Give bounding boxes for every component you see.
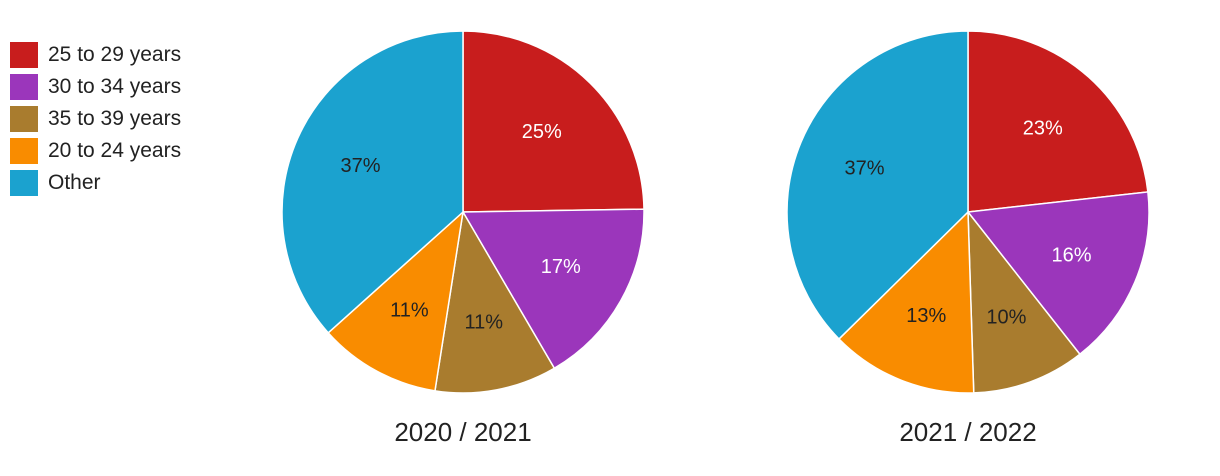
legend: 25 to 29 years 30 to 34 years 35 to 39 yea… [10, 39, 181, 199]
slice-label-20-to-24-years: 11% [390, 300, 429, 322]
slice-label-25-to-29-years: 23% [1023, 117, 1063, 139]
pie-slice-25-to-29-years [462, 30, 645, 213]
slice-label-25-to-29-years: 25% [522, 121, 562, 143]
legend-item-other: Other [10, 167, 181, 199]
slice-label-30-to-34-years: 16% [1051, 244, 1091, 266]
pie-slice-30-to-34-years [966, 191, 1150, 356]
pie-title: 2020 / 2021 [394, 417, 531, 447]
pie-title: 2021 / 2022 [899, 417, 1036, 447]
legend-item-35-to-39-years: 35 to 39 years [10, 103, 181, 135]
slice-label-35-to-39-years: 11% [465, 311, 504, 333]
slice-label-30-to-34-years: 17% [541, 256, 581, 278]
pie-slice-other [281, 30, 464, 334]
pie-1: 25% 17% 11% 11% 37% 2020 / 2021 [281, 30, 645, 447]
pie-slice-other [786, 30, 969, 341]
pie-slice-20-to-24-years [327, 210, 465, 392]
slice-label-35-to-39-years: 10% [986, 306, 1026, 328]
slice-label-other: 37% [844, 158, 884, 180]
legend-label: Other [48, 171, 101, 194]
legend-label: 25 to 29 years [48, 43, 182, 66]
pie-slice-25-to-29-years [967, 30, 1149, 213]
legend-swatch [10, 170, 38, 196]
pie-slice-35-to-39-years [967, 209, 1081, 394]
legend-item-25-to-29-years: 25 to 29 years [10, 39, 181, 71]
legend-label: 30 to 34 years [48, 75, 182, 98]
pie-slice-20-to-24-years [837, 210, 975, 394]
legend-swatch [10, 42, 38, 68]
slice-label-other: 37% [341, 155, 381, 177]
legend-swatch [10, 138, 38, 164]
legend-swatch [10, 74, 38, 100]
legend-item-20-to-24-years: 20 to 24 years [10, 135, 181, 167]
slice-label-20-to-24-years: 13% [906, 305, 946, 327]
legend-label: 20 to 24 years [48, 139, 182, 162]
legend-swatch [10, 106, 38, 132]
pie-slice-35-to-39-years [434, 209, 556, 394]
pie-slice-30-to-34-years [461, 208, 645, 370]
legend-item-30-to-34-years: 30 to 34 years [10, 71, 181, 103]
pie-2: 23% 16% 10% 13% 37% 2021 / 2022 [786, 30, 1150, 447]
legend-label: 35 to 39 years [48, 107, 182, 130]
